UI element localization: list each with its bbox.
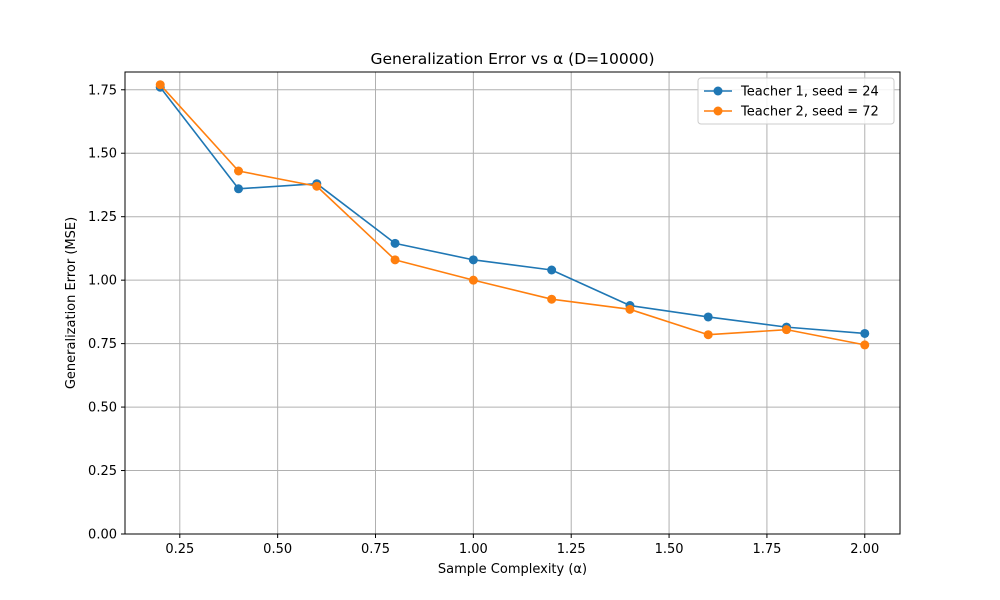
x-tick-label: 1.25 (557, 542, 586, 557)
y-tick-label: 0.75 (88, 337, 117, 352)
x-tick-label: 2.00 (850, 542, 879, 557)
y-axis-label: Generalization Error (MSE) (64, 217, 79, 389)
data-point (234, 184, 244, 194)
y-tick-label: 1.25 (88, 210, 117, 225)
x-tick-label: 0.25 (165, 542, 194, 557)
x-tick-label: 1.50 (655, 542, 684, 557)
series-line (159, 84, 865, 346)
data-point (155, 80, 165, 90)
y-tick-label: 0.00 (88, 528, 117, 543)
legend-item: Teacher 1, seed = 24 (704, 85, 879, 100)
y-tick-label: 0.25 (88, 464, 117, 479)
data-point (860, 340, 870, 350)
legend-label: Teacher 1, seed = 24 (740, 85, 879, 100)
plot-frame (124, 71, 901, 535)
tick-layer: 0.25 0.50 0.75 1.00 1.25 1.50 1.75 2.00 0.00 0.25… (88, 83, 879, 557)
legend-box (697, 77, 895, 125)
legend-marker (713, 106, 723, 116)
data-point (312, 181, 322, 191)
data-point (234, 166, 244, 176)
series-line (159, 86, 865, 335)
data-point (390, 255, 400, 265)
data-point (547, 294, 557, 304)
chart-title: Generalization Error vs α (D=10000) (371, 50, 655, 68)
data-point (468, 255, 478, 265)
series-layer (155, 80, 870, 350)
y-tick-label: 1.75 (88, 83, 117, 98)
data-point (468, 275, 478, 285)
x-tick-label: 1.75 (752, 542, 781, 557)
legend-marker (713, 86, 723, 96)
legend-item: Teacher 2, seed = 72 (704, 105, 879, 120)
y-tick-label: 1.50 (88, 147, 117, 162)
legend: Teacher 1, seed = 24 Teacher 2, seed = 72 (697, 77, 895, 125)
data-point (625, 304, 635, 314)
y-tick-label: 1.00 (88, 274, 117, 289)
y-tick-label: 0.50 (88, 401, 117, 416)
x-tick-label: 0.50 (263, 542, 292, 557)
x-axis-label: Sample Complexity (α) (438, 562, 587, 577)
data-point (860, 328, 870, 338)
data-point (390, 238, 400, 248)
x-tick-label: 1.00 (459, 542, 488, 557)
legend-label: Teacher 2, seed = 72 (740, 105, 879, 120)
data-point (781, 325, 791, 335)
data-point (703, 330, 713, 340)
data-point (703, 312, 713, 322)
data-point (547, 265, 557, 275)
x-tick-label: 0.75 (361, 542, 390, 557)
series-2 (155, 80, 870, 350)
